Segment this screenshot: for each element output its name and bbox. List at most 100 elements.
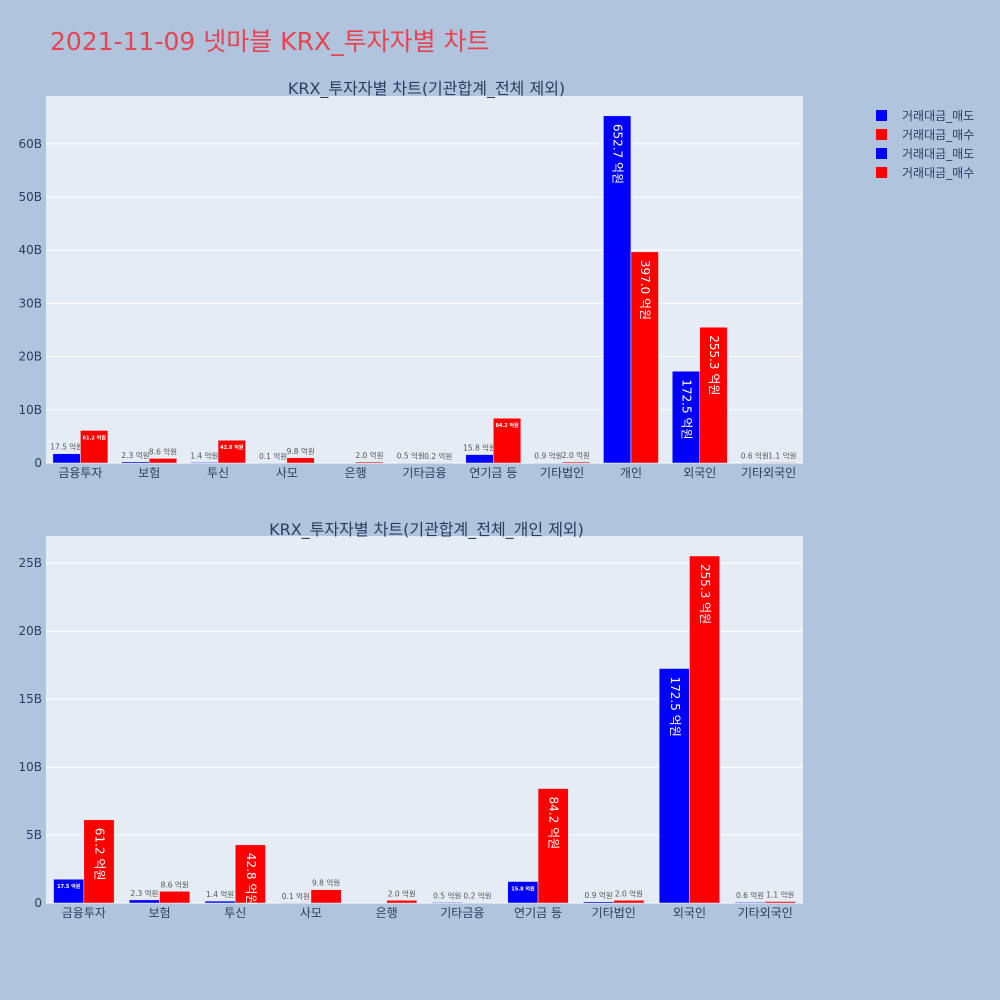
bar [764,901,796,904]
data-label: 84.2 억원 [495,422,519,429]
x-tick-label: 은행 [345,465,367,480]
y-tick-label: 10B [18,760,42,774]
bar [537,788,569,904]
data-label: 61.2 억원 [83,434,107,441]
data-label: 9.8 억원 [312,879,340,888]
bar [52,453,81,464]
y-tick-label: 60B [18,137,42,151]
legend-label: 거래대금_매수 [902,128,975,142]
data-label: 2.3 억원 [121,451,149,460]
bar [493,417,522,464]
data-label: 84.2 억원 [547,797,561,850]
y-tick-label: 20B [18,350,42,364]
y-tick-label: 30B [18,296,42,310]
bar [159,891,191,904]
data-label: 397.0 억원 [638,260,652,320]
data-label: 42.8 억원 [244,853,258,906]
legend-swatch [876,110,887,121]
bar [734,901,766,904]
legend-item[interactable]: 거래대금_매도 [876,144,974,163]
x-tick-label: 개인 [620,466,642,480]
data-label: 0.9 억원 [534,452,562,461]
x-tick-label: 금융투자 [58,466,102,480]
x-tick-label: 사모 [300,906,322,920]
y-tick-label: 15B [18,692,42,706]
x-tick-label: 외국인 [683,466,716,480]
data-label: 255.3 억원 [698,564,712,624]
bar [630,251,659,464]
data-label: 0.2 억원 [463,892,491,901]
y-tick-label: 5B [26,828,42,842]
data-label: 172.5 억원 [668,677,682,737]
data-label: 2.0 억원 [355,451,383,460]
x-tick-label: 기타법인 [592,906,636,920]
data-label: 15.8 억원 [511,886,535,893]
legend-swatch [876,167,887,178]
data-label: 2.0 억원 [388,889,416,898]
bar [699,326,728,464]
bar [603,115,632,464]
data-label: 0.1 억원 [282,892,310,901]
bar [613,900,645,904]
bar [121,461,150,464]
bar [583,901,614,904]
bar [217,439,246,464]
y-tick-label: 0 [34,456,42,470]
bar [689,555,720,904]
y-tick-label: 40B [18,243,42,257]
data-label: 0.5 억원 [397,452,425,461]
chart-1: 0 10B 20B 30B 40B 50B 60B KRX_투자자별 차트(기관합계_전체 제… [18,79,803,480]
bar [355,461,384,464]
bar [431,902,463,904]
data-label: 1.4 억원 [206,890,234,899]
data-label: 8.6 억원 [149,447,177,456]
data-label: 0.1 억원 [259,452,287,461]
x-tick-label: 금융투자 [62,906,106,920]
bar [190,462,219,464]
legend-label: 거래대금_매도 [902,147,975,161]
legend-item[interactable]: 거래대금_매수 [876,125,974,144]
bar [658,668,690,904]
x-tick-label: 은행 [376,905,398,920]
bar [768,462,797,464]
x-tick-label: 보험 [138,466,160,480]
bar [465,454,494,464]
bar [561,461,590,464]
page-title: 2021-11-09 넷마블 KRX_투자자별 차트 [50,27,490,56]
data-label: 61.2 억원 [92,828,106,881]
data-label: 9.8 억원 [287,447,315,456]
x-tick-label: 기타법인 [540,466,584,480]
legend-item[interactable]: 거래대금_매수 [876,163,974,182]
x-tick-label: 보험 [149,906,171,920]
data-label: 1.1 억원 [766,891,794,900]
data-label: 0.6 억원 [736,891,764,900]
x-tick-label: 기타외국인 [741,466,796,480]
data-label: 255.3 억원 [707,335,721,395]
chart-title: KRX_투자자별 차트(기관합계_전체_개인 제외) [269,520,584,540]
data-label: 15.8 억원 [463,444,496,453]
legend-swatch [876,129,887,140]
bar [83,819,115,904]
data-label: 8.6 억원 [161,880,189,889]
data-label: 0.5 억원 [433,891,461,900]
y-tick-label: 50B [18,190,42,204]
data-label: 2.3 억원 [130,889,158,898]
data-label: 1.4 억원 [190,451,218,460]
bar [671,371,701,464]
data-label: 0.6 억원 [741,452,769,461]
x-tick-label: 기타금융 [402,466,446,480]
bar [53,878,85,904]
data-label: 652.7 억원 [611,124,625,184]
legend-swatch [876,148,887,159]
legend-item[interactable]: 거래대금_매도 [876,106,974,125]
x-tick-label: 투신 [207,466,229,480]
bar [310,889,342,904]
y-tick-label: 20B [18,624,42,638]
y-tick-label: 25B [18,556,42,570]
chart-title: KRX_투자자별 차트(기관합계_전체 제외) [288,79,565,99]
x-tick-label: 연기금 등 [469,466,517,480]
bar [235,844,266,904]
data-label: 17.5 억원 [57,883,81,890]
bar [204,900,236,904]
